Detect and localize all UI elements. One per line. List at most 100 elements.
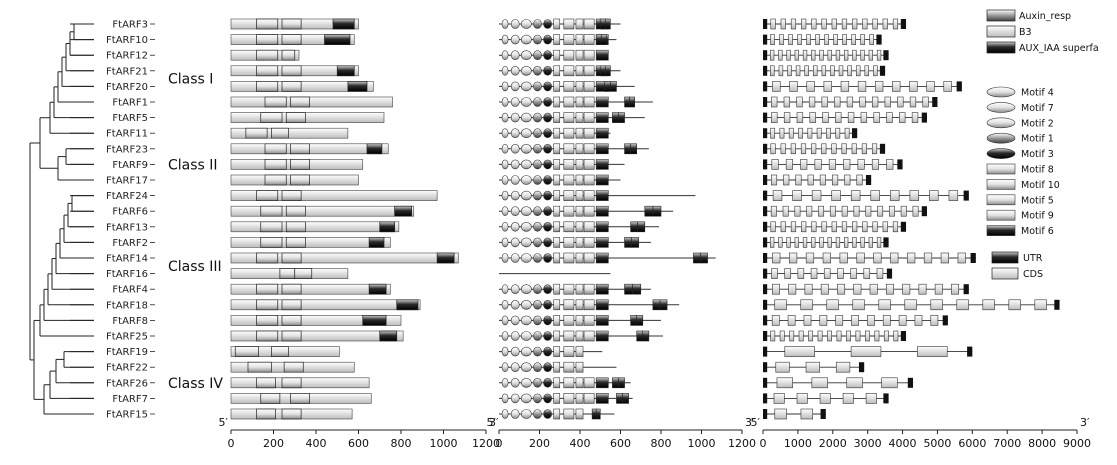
cds-box bbox=[800, 299, 813, 311]
motif-ellipse bbox=[533, 19, 542, 29]
motif-box bbox=[652, 299, 661, 311]
utr-box bbox=[897, 159, 903, 170]
motif-box bbox=[575, 361, 584, 373]
motif-ellipse bbox=[533, 159, 542, 170]
legend-label: Motif 9 bbox=[1021, 211, 1054, 222]
gene-label: FtARF3 bbox=[112, 20, 148, 31]
domain-box-b3 bbox=[256, 18, 279, 30]
legend-label: Motif 4 bbox=[1021, 88, 1054, 99]
cds-box bbox=[867, 315, 875, 326]
cds-box bbox=[771, 112, 778, 123]
motif-ellipse bbox=[501, 97, 509, 107]
cds-box bbox=[831, 143, 837, 155]
motif-box bbox=[553, 96, 561, 108]
cds-box bbox=[789, 81, 798, 92]
domain-box-b3 bbox=[256, 283, 279, 295]
utr-box bbox=[907, 377, 914, 388]
domain-box-b3 bbox=[264, 174, 287, 186]
motif-ellipse bbox=[520, 377, 532, 388]
cds-box bbox=[835, 127, 841, 139]
cds-box bbox=[770, 18, 776, 30]
legends: Auxin_resp B3 AUX_IAA superfa Motif 4 Motif … bbox=[986, 9, 1099, 280]
legend-label: Motif 6 bbox=[1021, 226, 1054, 237]
motif-ellipse bbox=[510, 284, 520, 295]
motif-box bbox=[563, 330, 575, 342]
cds-box bbox=[874, 81, 884, 92]
domain-box-aux_iaa bbox=[394, 205, 412, 217]
cds-box bbox=[869, 283, 878, 295]
cds-box bbox=[796, 96, 803, 108]
motif-box bbox=[630, 315, 637, 326]
motif-tick-label: 400 bbox=[570, 437, 591, 450]
cds-box bbox=[882, 18, 888, 30]
motif-box bbox=[618, 377, 625, 389]
motif-ellipse bbox=[510, 299, 520, 310]
cds-box bbox=[774, 299, 787, 311]
cds-box bbox=[821, 96, 828, 108]
motif-ellipse bbox=[510, 346, 520, 357]
domain-box-arf bbox=[285, 112, 306, 123]
domain-tick-label: 0 bbox=[228, 437, 235, 450]
utr-box bbox=[883, 237, 889, 248]
cds-box bbox=[857, 159, 865, 170]
domain-box-aux_iaa bbox=[436, 252, 455, 264]
legend-swatch bbox=[986, 148, 1016, 159]
cds-box bbox=[828, 159, 836, 170]
motif-ellipse bbox=[520, 237, 532, 248]
motif-box bbox=[652, 205, 662, 217]
motif-ellipse bbox=[543, 237, 552, 248]
motif-ellipse bbox=[543, 97, 552, 107]
motif-box bbox=[595, 205, 609, 217]
cds-box bbox=[802, 237, 808, 248]
motif-box bbox=[553, 393, 561, 404]
cds-box bbox=[816, 127, 822, 139]
motif-ellipse bbox=[520, 34, 532, 45]
protein-bar bbox=[230, 96, 393, 108]
cds-box bbox=[779, 330, 785, 342]
domain-box-b3 bbox=[245, 127, 268, 139]
motif-box bbox=[563, 377, 575, 389]
cds-box bbox=[841, 221, 848, 233]
utr-box bbox=[851, 128, 858, 139]
exon-tick-label: 6000 bbox=[958, 437, 986, 450]
utr-box bbox=[763, 65, 768, 76]
cds-box bbox=[803, 315, 812, 326]
gene-label: FtARF12 bbox=[106, 51, 148, 62]
utr-box bbox=[763, 284, 768, 295]
motif-ellipse bbox=[533, 34, 542, 45]
exon-3prime: 3′ bbox=[1080, 416, 1090, 429]
motif-ellipse bbox=[543, 190, 552, 201]
cds-box bbox=[819, 174, 826, 186]
cds-box bbox=[827, 237, 832, 248]
cds-box bbox=[819, 393, 831, 404]
motif-ellipse bbox=[501, 393, 509, 404]
motif-box bbox=[630, 143, 637, 155]
motif-ellipse bbox=[501, 81, 509, 92]
domain-tick-label: 1000 bbox=[430, 437, 458, 450]
cds-box bbox=[853, 205, 860, 217]
cds-box bbox=[798, 127, 803, 139]
motif-box bbox=[583, 174, 595, 186]
motif-ellipse bbox=[543, 362, 552, 373]
cds-box bbox=[811, 237, 816, 248]
utr-box bbox=[763, 81, 768, 92]
cds-box bbox=[814, 159, 822, 170]
class-label: Class II bbox=[168, 157, 218, 173]
motif-ellipse bbox=[510, 50, 520, 61]
motif-box bbox=[612, 377, 619, 389]
cds-box bbox=[823, 268, 831, 279]
domain-box-aux_iaa bbox=[336, 65, 355, 77]
cds-box bbox=[871, 159, 879, 170]
motif-ellipse bbox=[501, 159, 509, 170]
legend-swatch bbox=[986, 194, 1016, 206]
cds-box bbox=[846, 377, 863, 389]
cds-box bbox=[909, 81, 918, 92]
utr-box bbox=[763, 97, 768, 107]
cds-box bbox=[1008, 299, 1021, 311]
motif-box bbox=[553, 283, 561, 295]
gene-label: FtARF20 bbox=[106, 82, 148, 93]
domain-box-arf bbox=[294, 268, 313, 279]
cds-box bbox=[829, 205, 836, 217]
cds-box bbox=[820, 283, 829, 295]
